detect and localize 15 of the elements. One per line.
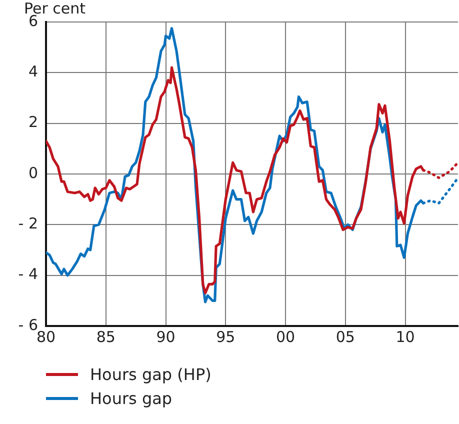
y-tick-label: - 6 — [18, 316, 38, 334]
x-tick-label: 05 — [336, 328, 355, 346]
y-tick-label: - 4 — [18, 265, 38, 284]
x-tick-label: 90 — [156, 328, 176, 346]
y-tick-label: 2 — [28, 113, 38, 132]
x-tick-label: 10 — [396, 328, 415, 346]
y-tick-label: 0 — [28, 164, 38, 182]
y-tick-label: 4 — [28, 62, 38, 81]
x-tick-label: 00 — [276, 328, 296, 346]
legend-label: Hours gap — [90, 388, 172, 408]
legend-label: Hours gap (HP) — [90, 364, 212, 384]
y-tick-label: - 2 — [18, 214, 38, 233]
x-tick-label: 95 — [216, 328, 236, 346]
x-tick-label: 80 — [36, 328, 56, 346]
x-tick-label: 85 — [96, 328, 116, 346]
